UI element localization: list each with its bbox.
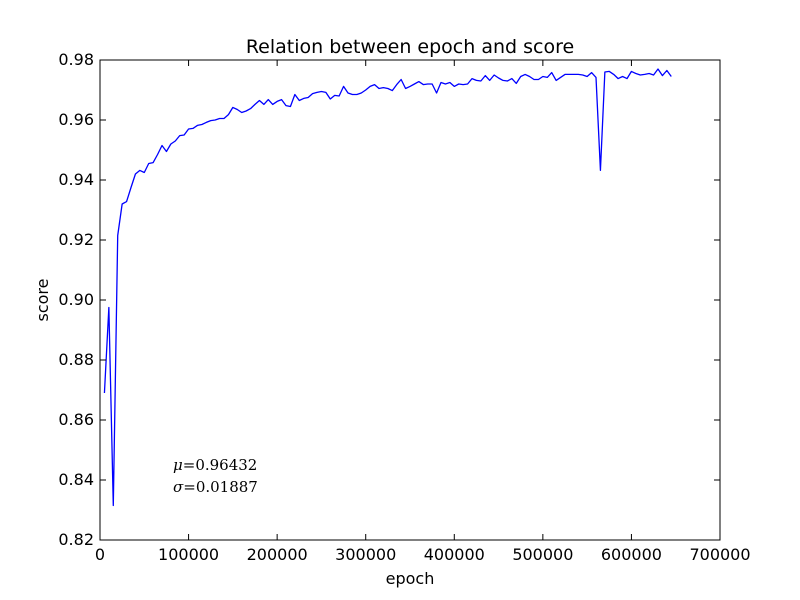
x-tick-label: 700000 bbox=[689, 545, 750, 564]
y-tick-label: 0.86 bbox=[58, 410, 94, 429]
x-tick-label: 600000 bbox=[601, 545, 662, 564]
y-axis: 0.82 0.84 0.86 0.88 0.90 0.92 0.94 0.96 0.98 bbox=[58, 50, 720, 549]
y-tick-label: 0.88 bbox=[58, 350, 94, 369]
y-axis-label: score bbox=[33, 279, 52, 322]
x-tick-label: 400000 bbox=[424, 545, 485, 564]
x-tick-label: 0 bbox=[95, 545, 105, 564]
y-tick-label: 0.84 bbox=[58, 470, 94, 489]
y-tick-label: 0.96 bbox=[58, 110, 94, 129]
y-tick-label: 0.90 bbox=[58, 290, 94, 309]
mean-value: =0.96432 bbox=[183, 456, 258, 474]
x-tick-label: 300000 bbox=[335, 545, 396, 564]
stats-annotation: μ=0.96432 σ=0.01887 bbox=[173, 456, 258, 496]
x-axis-label: epoch bbox=[386, 569, 435, 588]
x-axis: 0 100000 200000 300000 400000 500000 600000 700… bbox=[95, 60, 751, 564]
mean-annotation: μ=0.96432 bbox=[173, 456, 257, 474]
x-tick-label: 200000 bbox=[247, 545, 308, 564]
y-tick-label: 0.94 bbox=[58, 170, 94, 189]
std-value: =0.01887 bbox=[183, 478, 258, 496]
std-annotation: σ=0.01887 bbox=[173, 478, 258, 496]
x-tick-label: 100000 bbox=[158, 545, 219, 564]
y-tick-label: 0.82 bbox=[58, 530, 94, 549]
x-tick-label: 500000 bbox=[512, 545, 573, 564]
series-line-score bbox=[103, 68, 672, 507]
y-tick-label: 0.92 bbox=[58, 230, 94, 249]
mean-symbol: μ bbox=[173, 456, 183, 474]
std-symbol: σ bbox=[173, 478, 184, 496]
y-tick-label: 0.98 bbox=[58, 50, 94, 69]
chart-title: Relation between epoch and score bbox=[246, 36, 574, 58]
